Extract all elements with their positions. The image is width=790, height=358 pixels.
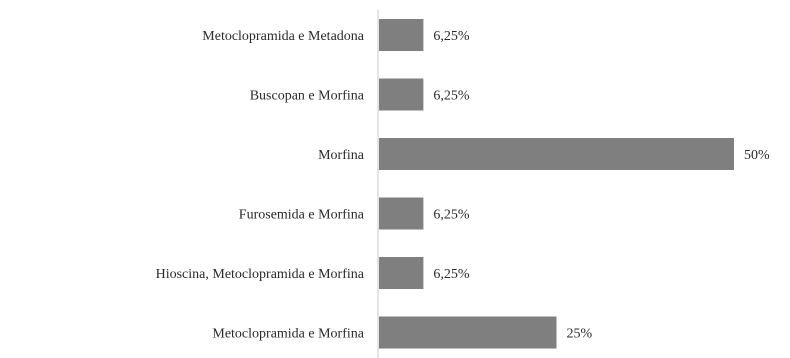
bar-5 bbox=[379, 316, 557, 349]
value-label-1: 6,25% bbox=[433, 89, 470, 104]
value-label-4: 6,25% bbox=[433, 267, 470, 282]
category-label-5: Metoclopramida e Morfina bbox=[212, 327, 364, 342]
category-label-1: Buscopan e Morfina bbox=[250, 89, 365, 104]
category-label-0: Metoclopramida e Metadona bbox=[202, 29, 365, 44]
category-labels-group: Metoclopramida e Metadona Buscopan e Morf… bbox=[156, 29, 365, 342]
bar-2 bbox=[379, 138, 734, 170]
category-label-2: Morfina bbox=[318, 148, 365, 163]
bar-1 bbox=[379, 78, 424, 111]
value-labels-group: 6,25% 6,25% 50% 6,25% 6,25% 25% bbox=[433, 29, 770, 342]
value-label-5: 25% bbox=[567, 327, 593, 342]
value-label-3: 6,25% bbox=[433, 208, 470, 223]
value-label-2: 50% bbox=[744, 148, 770, 163]
bar-3 bbox=[379, 197, 424, 230]
bars-group bbox=[379, 19, 734, 349]
category-label-4: Hioscina, Metoclopramida e Morfina bbox=[156, 267, 365, 282]
category-label-3: Furosemida e Morfina bbox=[239, 208, 365, 223]
value-label-0: 6,25% bbox=[433, 29, 470, 44]
bar-0 bbox=[379, 19, 424, 51]
bar-4 bbox=[379, 257, 424, 289]
